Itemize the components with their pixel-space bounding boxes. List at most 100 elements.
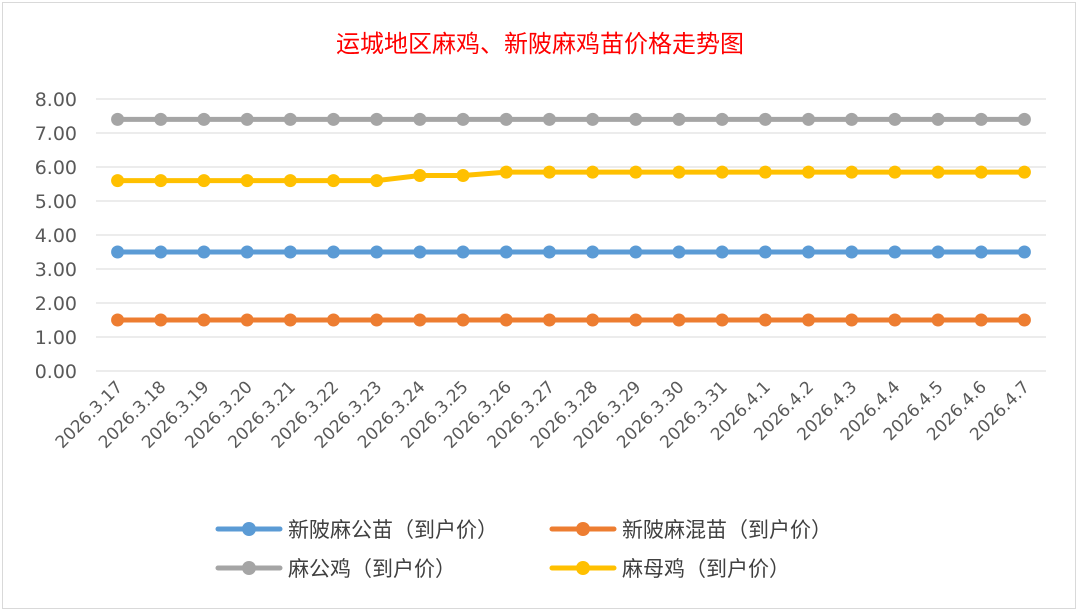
data-point [240,245,254,259]
data-point [327,245,340,259]
data-point [629,112,643,126]
data-point [370,112,384,126]
data-point [888,245,902,259]
y-tick-label: 3.00 [35,259,77,281]
y-tick-label: 8.00 [35,89,77,111]
data-point [802,313,815,327]
data-point [586,313,600,327]
data-point [499,165,513,179]
data-point [456,245,470,259]
data-point [327,313,340,327]
data-point [413,112,427,126]
chart-title: 运城地区麻鸡、新陂麻鸡苗价格走势图 [336,30,744,58]
data-point [974,313,988,327]
data-point [154,174,168,188]
data-point [758,245,772,259]
data-point [154,245,168,259]
data-point [715,313,729,327]
data-point [845,165,859,179]
data-point [283,112,297,126]
data-point [931,112,945,126]
y-tick-label: 4.00 [35,225,77,247]
data-point [370,174,384,188]
data-point [845,313,859,327]
series-line [115,169,1027,184]
data-point [456,169,470,182]
data-point [758,112,772,126]
legend-swatch-marker [576,522,590,536]
data-point [974,165,988,179]
data-point [758,313,772,327]
data-point [456,112,470,126]
data-point [931,245,945,259]
data-point [888,165,902,179]
series-lines [111,112,1031,327]
legend-label: 麻公鸡（到户价） [288,557,456,581]
data-point [845,245,859,259]
data-point [629,245,643,259]
data-point [240,313,254,327]
data-point [629,165,643,179]
y-tick-label: 2.00 [35,293,77,315]
data-point [1017,112,1031,126]
data-point [154,313,168,327]
data-point [974,112,988,126]
data-point [413,313,427,327]
legend-label: 新陂麻混苗（到户价） [622,518,832,542]
data-point [845,112,859,126]
data-point [802,165,815,179]
data-point [586,165,600,179]
data-point [931,165,945,179]
legend: 新陂麻公苗（到户价） 新陂麻混苗（到户价） 麻公鸡（到户价） 麻母鸡（到户价） [215,518,832,581]
data-point [456,313,470,327]
series-3 [111,165,1031,188]
data-point [197,112,211,126]
data-point [111,245,125,259]
legend-item: 麻母鸡（到户价） [549,557,790,581]
y-tick-label: 6.00 [35,157,77,179]
data-point [715,165,729,179]
legend-label: 麻母鸡（到户价） [622,557,790,581]
gridlines [96,98,1046,372]
y-tick-label: 0.00 [35,361,77,383]
legend-swatch-marker [242,522,256,536]
series-2 [111,112,1031,126]
data-point [974,245,988,259]
data-point [758,165,772,179]
series-0 [111,245,1031,259]
data-point [413,169,427,182]
data-point [1017,165,1031,179]
data-point [111,313,125,327]
data-point [1017,245,1031,259]
data-point [197,313,211,327]
legend-label: 新陂麻公苗（到户价） [288,518,498,542]
data-point [111,112,125,126]
data-point [197,174,211,188]
data-point [672,245,686,259]
data-point [111,174,125,188]
y-axis-ticks: 0.00 1.00 2.00 3.00 4.00 5.00 6.00 7.00 8.00 [35,89,77,383]
data-point [715,112,729,126]
data-point [413,245,427,259]
data-point [542,112,556,126]
data-point [802,245,815,259]
data-point [499,245,513,259]
data-point [370,313,384,327]
legend-item: 新陂麻混苗（到户价） [549,518,832,542]
data-point [931,313,945,327]
data-point [888,112,902,126]
data-point [370,245,384,259]
data-point [542,165,556,179]
data-point [327,112,340,126]
data-point [542,313,556,327]
legend-swatch-marker [576,561,590,575]
x-axis-ticks: 2026.3.172026.3.182026.3.192026.3.202026… [52,377,1034,452]
data-point [888,313,902,327]
series-1 [111,313,1031,327]
y-tick-label: 1.00 [35,327,77,349]
data-point [499,112,513,126]
data-point [672,112,686,126]
y-tick-label: 5.00 [35,191,77,213]
data-point [672,165,686,179]
